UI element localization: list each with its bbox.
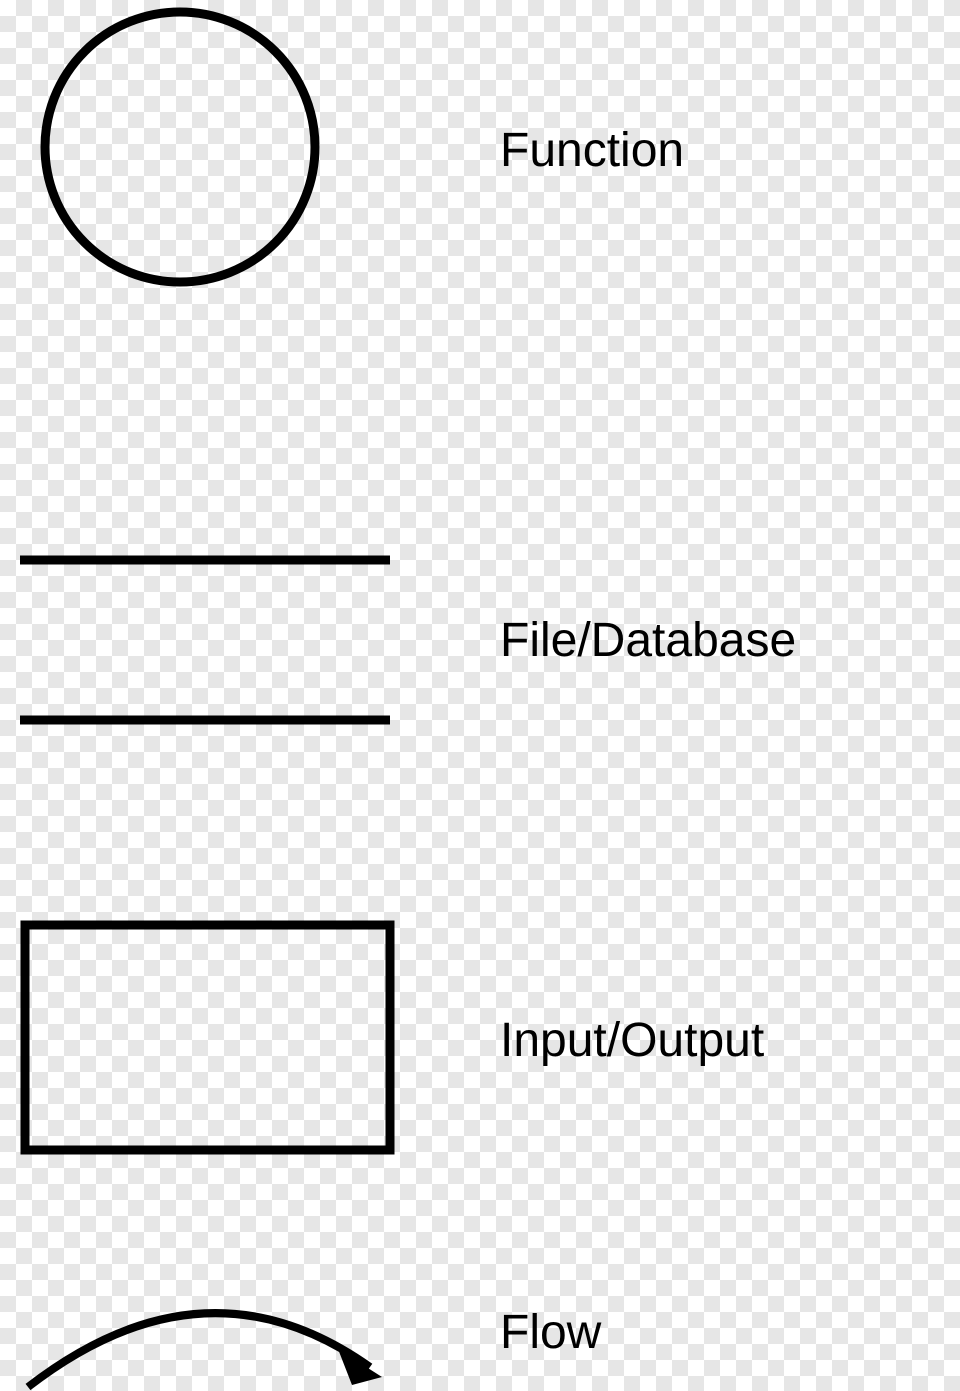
function-circle <box>45 12 315 282</box>
label-cell: Input/Output <box>500 1013 960 1068</box>
arc-arrow-icon <box>20 1275 440 1391</box>
label-cell: File/Database <box>500 613 960 668</box>
symbol-cell <box>0 0 500 300</box>
legend-row-input-output: Input/Output <box>0 910 960 1170</box>
input-output-label: Input/Output <box>500 1014 764 1067</box>
parallel-lines-icon <box>20 510 420 770</box>
legend-row-flow: Flow <box>0 1275 960 1391</box>
label-cell: Function <box>500 123 960 178</box>
legend-row-function: Function <box>0 0 960 300</box>
file-database-label: File/Database <box>500 614 796 667</box>
flow-arc <box>28 1313 370 1387</box>
symbol-cell <box>0 1275 500 1391</box>
flow-label: Flow <box>500 1306 601 1359</box>
rectangle-icon <box>20 910 440 1170</box>
flow-arrowhead <box>338 1349 382 1385</box>
label-cell: Flow <box>500 1275 960 1360</box>
symbol-cell <box>0 910 500 1170</box>
circle-icon <box>20 0 400 300</box>
symbol-cell <box>0 510 500 770</box>
function-label: Function <box>500 124 684 177</box>
input-output-rect <box>25 925 390 1150</box>
legend-row-file-database: File/Database <box>0 510 960 770</box>
